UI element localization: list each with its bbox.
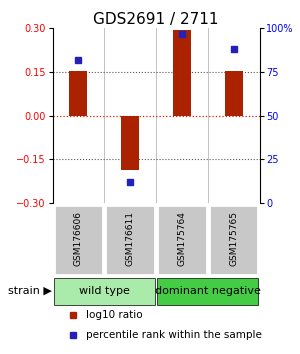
Title: GDS2691 / 2711: GDS2691 / 2711	[93, 12, 219, 27]
Text: GSM175765: GSM175765	[229, 211, 238, 266]
FancyBboxPatch shape	[157, 205, 207, 275]
FancyBboxPatch shape	[53, 205, 103, 275]
FancyBboxPatch shape	[157, 278, 259, 306]
Bar	[173, 30, 191, 116]
Text: GSM176606: GSM176606	[74, 211, 83, 266]
FancyBboxPatch shape	[53, 278, 155, 306]
Text: dominant negative: dominant negative	[155, 286, 261, 296]
Text: percentile rank within the sample: percentile rank within the sample	[85, 330, 262, 340]
Text: GSM176611: GSM176611	[126, 211, 135, 266]
Bar	[69, 70, 87, 116]
Bar	[121, 116, 139, 170]
Bar	[225, 70, 243, 116]
Text: wild type: wild type	[79, 286, 130, 296]
FancyBboxPatch shape	[105, 205, 155, 275]
Text: GSM175764: GSM175764	[177, 211, 186, 266]
Text: log10 ratio: log10 ratio	[85, 310, 142, 320]
FancyBboxPatch shape	[209, 205, 259, 275]
Text: strain ▶: strain ▶	[8, 286, 52, 296]
